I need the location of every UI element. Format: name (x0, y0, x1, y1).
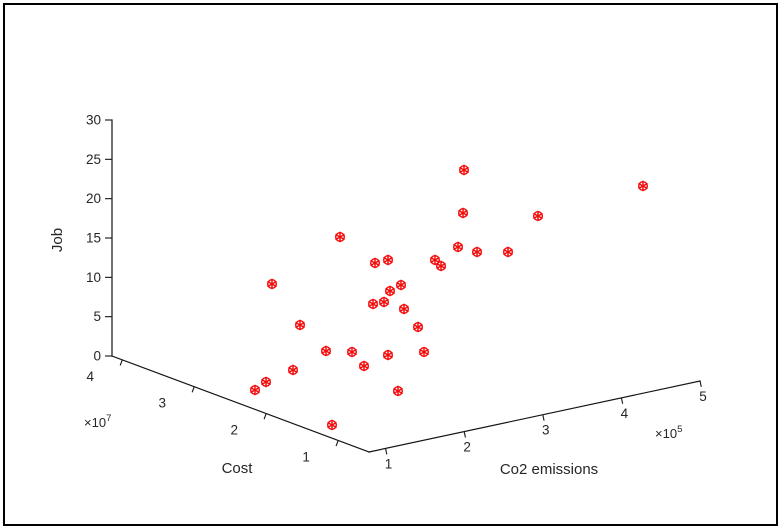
data-point-marker (429, 254, 441, 266)
data-point-marker (378, 296, 390, 308)
co2-tick-label: 4 (621, 406, 629, 421)
data-point-marker (412, 321, 424, 333)
co2-tick-labels: 1 2 3 4 5 (385, 389, 707, 471)
data-point-marker (398, 303, 410, 315)
z-tick-label: 30 (86, 113, 101, 128)
cost-axis-multiplier: ×107 (84, 413, 111, 430)
z-axis-ticks (105, 119, 112, 357)
data-point-marker (294, 319, 306, 331)
data-point-marker (532, 210, 544, 222)
co2-tick-label: 3 (542, 423, 550, 438)
data-point-marker (326, 419, 338, 431)
co2-axis-line (368, 380, 701, 453)
cost-axis-label: Cost (222, 460, 254, 477)
data-point-marker (637, 180, 649, 192)
data-point-marker (384, 285, 396, 297)
data-point-marker (395, 279, 407, 291)
data-point-marker (249, 384, 261, 396)
data-point-marker (502, 246, 514, 258)
data-point-marker (452, 241, 464, 253)
scatter-points (249, 164, 649, 431)
data-point-marker (382, 349, 394, 361)
cost-axis-line (111, 355, 370, 453)
z-tick-label: 25 (86, 152, 101, 167)
z-tick-label: 0 (93, 349, 101, 364)
co2-axis-multiplier: ×105 (655, 424, 682, 441)
data-point-marker (471, 246, 483, 258)
co2-tick-label: 2 (463, 440, 471, 455)
axis-lines (111, 119, 701, 453)
data-point-marker (266, 278, 278, 290)
data-point-marker (358, 360, 370, 372)
co2-axis-ticks (385, 380, 702, 455)
co2-tick-label: 1 (385, 456, 393, 471)
data-point-marker (435, 260, 447, 272)
data-point-marker (458, 164, 470, 176)
z-tick-label: 5 (93, 309, 101, 324)
co2-tick-label: 5 (699, 389, 707, 404)
data-point-marker (369, 257, 381, 269)
data-point-marker (287, 364, 299, 376)
z-tick-label: 10 (86, 270, 101, 285)
cost-tick-labels: 4 3 2 1 (87, 369, 310, 465)
data-point-marker (382, 254, 394, 266)
data-point-marker (392, 385, 404, 397)
cost-tick-label: 3 (158, 396, 166, 411)
z-axis-label: Job (49, 228, 66, 252)
data-point-marker (346, 346, 358, 358)
cost-tick-label: 4 (87, 369, 95, 384)
z-tick-labels: 0 5 10 15 20 25 30 (86, 113, 101, 364)
data-point-marker (367, 298, 379, 310)
cost-tick-label: 2 (230, 423, 238, 438)
data-point-marker (334, 231, 346, 243)
data-point-marker (418, 346, 430, 358)
data-point-marker (260, 376, 272, 388)
data-point-marker (457, 207, 469, 219)
cost-tick-label: 1 (302, 449, 310, 464)
data-point-marker (320, 345, 332, 357)
z-tick-label: 20 (86, 191, 101, 206)
cost-axis-ticks (119, 359, 339, 447)
co2-axis-label: Co2 emissions (500, 461, 598, 478)
z-tick-label: 15 (86, 231, 101, 246)
